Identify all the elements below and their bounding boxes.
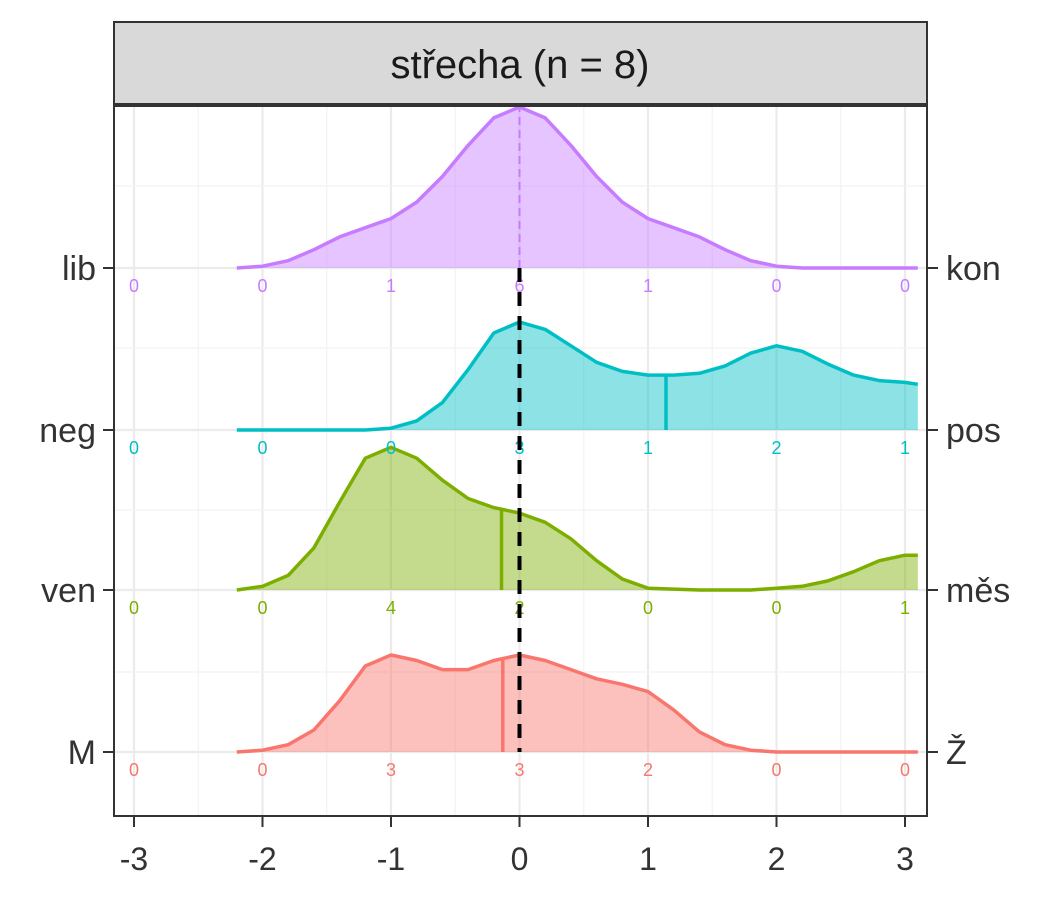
right-label-měs: měs [946, 572, 1010, 610]
ridge-fill-ven [236, 447, 918, 590]
left-label-neg: neg [39, 412, 96, 450]
x-tick-label-3: 0 [511, 841, 529, 877]
count-label-ven-6: 1 [900, 598, 910, 618]
count-label-M-5: 0 [771, 760, 781, 780]
count-label-M-1: 0 [257, 760, 267, 780]
count-label-M-2: 3 [386, 760, 396, 780]
count-label-neg-0: 0 [129, 438, 139, 458]
right-label-kon: kon [946, 250, 1001, 288]
x-tick-label-5: 2 [768, 841, 786, 877]
count-label-ven-0: 0 [129, 598, 139, 618]
count-label-M-0: 0 [129, 760, 139, 780]
left-label-M: M [68, 734, 96, 772]
right-label-pos: pos [946, 412, 1001, 450]
ridges-layer: 0033200004200100031210016100 [129, 105, 919, 780]
count-label-ven-1: 0 [257, 598, 267, 618]
ridge-line-ven [236, 445, 918, 592]
count-label-M-4: 2 [643, 760, 653, 780]
strip-header [113, 21, 928, 105]
x-tick-label-2: -1 [377, 841, 405, 877]
ridge-fill-M [236, 655, 918, 752]
ridge-fill-lib [236, 107, 918, 268]
count-label-lib-5: 0 [771, 276, 781, 296]
count-label-M-6: 0 [900, 760, 910, 780]
ridge-neg: 0003121 [129, 320, 919, 458]
panel-title: střecha (n = 8) [390, 43, 649, 87]
ridge-line-neg [236, 320, 919, 432]
count-label-lib-3: 6 [514, 276, 524, 296]
count-label-lib-6: 0 [900, 276, 910, 296]
ridge-line-lib [236, 105, 918, 270]
count-label-lib-4: 1 [643, 276, 653, 296]
x-tick-label-6: 3 [896, 841, 914, 877]
x-tick-label-0: -3 [120, 841, 148, 877]
x-tick-label-4: 1 [639, 841, 657, 877]
count-label-ven-2: 4 [386, 598, 396, 618]
count-label-neg-4: 1 [643, 438, 653, 458]
count-label-lib-0: 0 [129, 276, 139, 296]
x-tick-label-1: -2 [248, 841, 276, 877]
count-label-neg-2: 0 [386, 438, 396, 458]
left-label-ven: ven [41, 572, 96, 610]
count-label-M-3: 3 [514, 760, 524, 780]
count-label-neg-1: 0 [257, 438, 267, 458]
count-label-ven-4: 0 [643, 598, 653, 618]
right-label-Ž: Ž [946, 734, 967, 772]
ridge-lib: 0 0 1 6 1 0 0 [129, 105, 918, 296]
ridge-fill-neg [236, 322, 918, 430]
count-label-neg-6: 1 [900, 438, 910, 458]
count-label-lib-1: 0 [257, 276, 267, 296]
count-label-ven-5: 0 [771, 598, 781, 618]
count-label-lib-2: 1 [386, 276, 396, 296]
left-label-lib: lib [62, 250, 96, 288]
count-label-neg-5: 2 [771, 438, 781, 458]
